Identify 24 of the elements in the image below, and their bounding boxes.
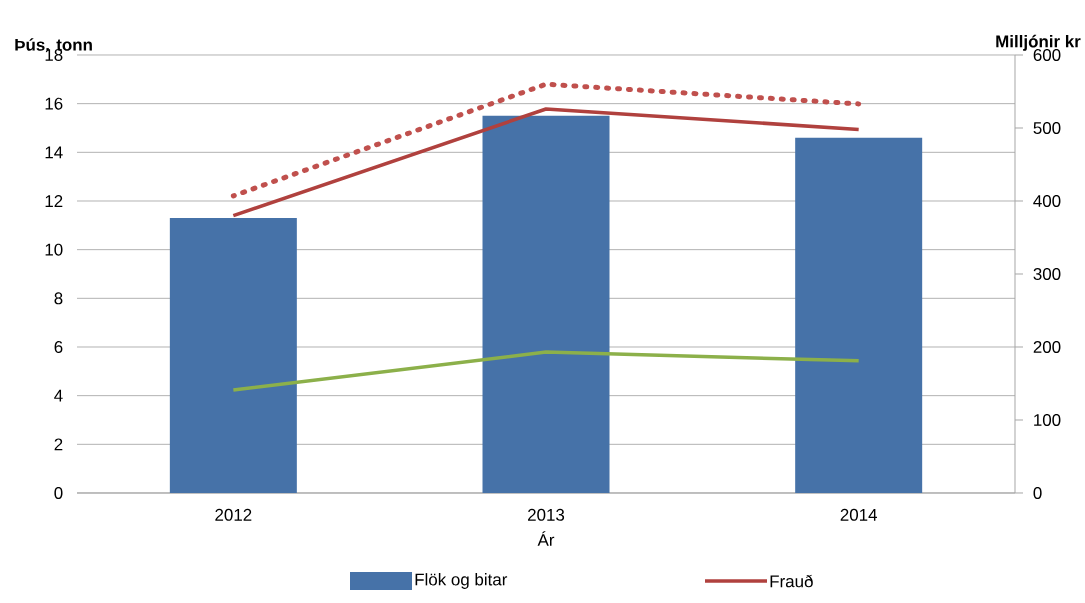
y2-tick-label: 400 (1033, 194, 1061, 207)
y2-tick-label: 200 (1033, 340, 1061, 353)
y-tick-label: 6 (54, 340, 63, 353)
y2-tick-label: 300 (1033, 267, 1061, 280)
y-tick-label: 8 (54, 292, 63, 305)
y2-axis-title: Milljónir kr (996, 34, 1081, 51)
y2-tick-label: 500 (1033, 121, 1061, 134)
y-tick-label: 2 (54, 438, 63, 451)
y-tick-label: 4 (54, 389, 63, 402)
y2-tick-label: 100 (1034, 413, 1061, 426)
x-axis-title: Ár (537, 531, 555, 546)
x-tick-label: 2013 (528, 508, 565, 521)
y-tick-label: 0 (54, 486, 63, 499)
y-tick-label: 18 (45, 48, 63, 61)
x-tick-label: 2014 (840, 508, 878, 521)
y-tick-label: 16 (45, 97, 63, 110)
y-tick-label: 10 (45, 243, 63, 256)
y-tick-label: 14 (45, 146, 63, 159)
legend-label: Frauð (770, 574, 813, 588)
legend-label: Flök og bitar (415, 573, 508, 589)
y-tick-label: 12 (45, 195, 63, 207)
y2-tick-label: 600 (1033, 48, 1061, 61)
y2-tick-label: 0 (1033, 486, 1042, 499)
x-tick-label: 2012 (215, 508, 252, 521)
